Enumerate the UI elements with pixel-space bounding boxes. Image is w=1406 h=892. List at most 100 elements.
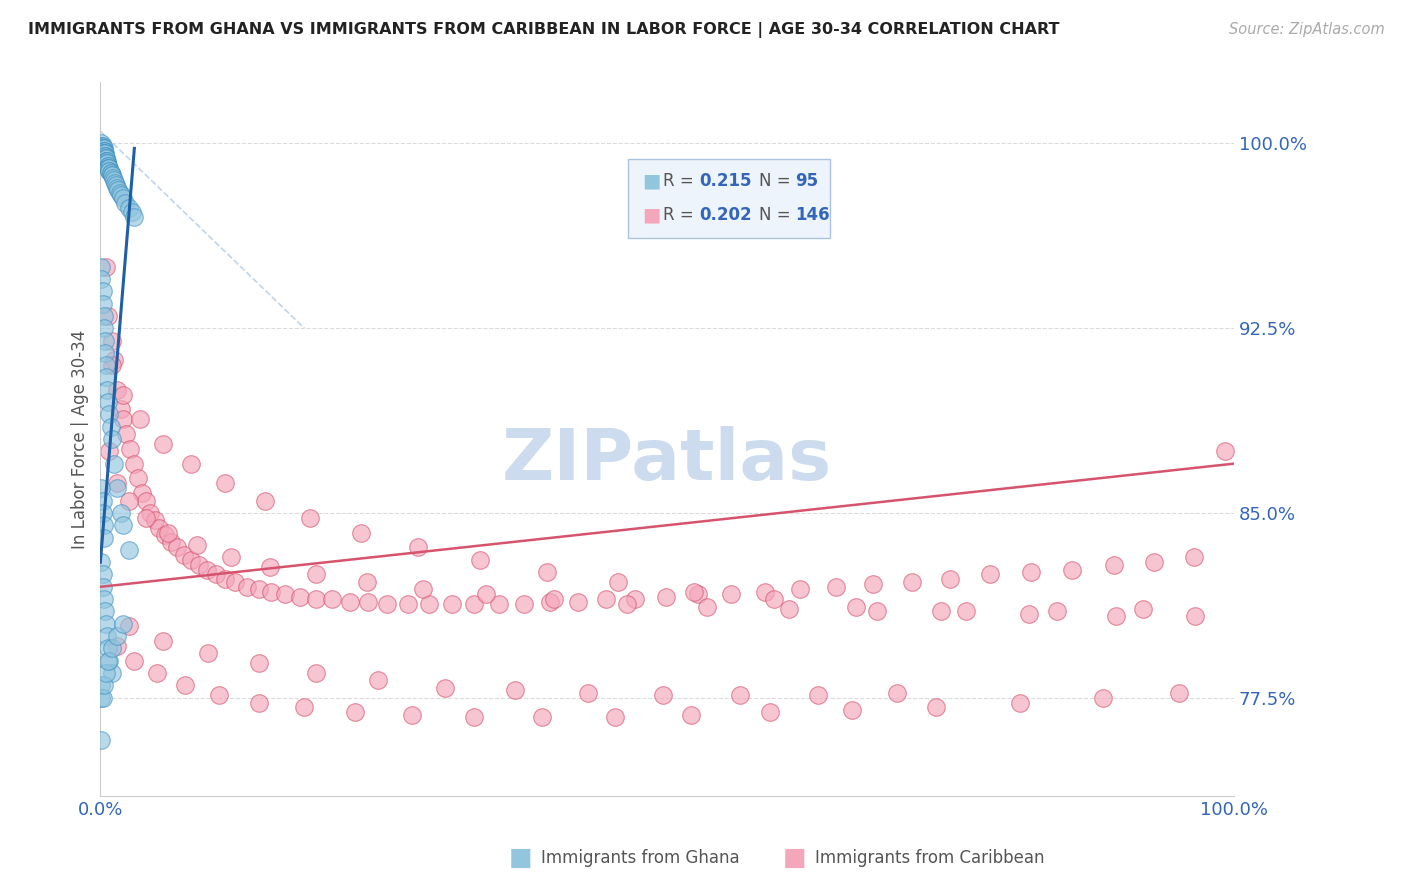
Point <box>468 552 491 566</box>
Point <box>94 153 117 168</box>
Point <box>105 481 128 495</box>
Point <box>418 597 440 611</box>
Point <box>111 387 134 401</box>
Point <box>350 525 373 540</box>
Point <box>115 427 138 442</box>
Point <box>299 511 322 525</box>
Point <box>931 604 953 618</box>
Point <box>93 531 115 545</box>
Point <box>955 604 977 618</box>
Point <box>807 688 830 702</box>
Point <box>103 457 125 471</box>
Point <box>274 587 297 601</box>
Point <box>94 358 117 372</box>
Point <box>94 149 117 163</box>
Point <box>93 146 115 161</box>
Point <box>110 188 132 202</box>
Point <box>886 686 908 700</box>
Point <box>728 688 751 702</box>
Point <box>1019 565 1042 579</box>
Text: 0.215: 0.215 <box>700 171 752 190</box>
Point <box>93 146 115 161</box>
Text: 0.202: 0.202 <box>700 206 752 225</box>
Point <box>129 412 152 426</box>
Point <box>100 334 122 348</box>
Point <box>111 518 134 533</box>
Point <box>305 665 328 680</box>
Point <box>98 161 121 175</box>
Point <box>779 602 801 616</box>
Point <box>100 166 122 180</box>
Y-axis label: In Labor Force | Age 30-34: In Labor Force | Age 30-34 <box>72 329 89 549</box>
Point <box>96 629 118 643</box>
Point <box>1060 563 1083 577</box>
Point <box>135 511 157 525</box>
Point <box>91 506 114 520</box>
Point <box>111 191 134 205</box>
Point <box>356 574 378 589</box>
Point <box>503 683 526 698</box>
Point <box>91 580 114 594</box>
Point <box>94 146 117 161</box>
Point <box>98 163 121 178</box>
Point <box>91 141 114 155</box>
Text: Source: ZipAtlas.com: Source: ZipAtlas.com <box>1229 22 1385 37</box>
Point <box>224 574 246 589</box>
Point <box>124 211 146 225</box>
Point <box>97 159 120 173</box>
Point <box>91 690 114 705</box>
Point <box>305 567 328 582</box>
Point <box>214 476 236 491</box>
Point <box>166 541 188 555</box>
Point <box>979 567 1001 582</box>
Point <box>108 186 131 200</box>
Point <box>1008 696 1031 710</box>
Point <box>97 395 120 409</box>
Point <box>93 309 115 323</box>
Text: ZIPatlas: ZIPatlas <box>502 426 832 495</box>
Point <box>98 654 121 668</box>
Point <box>91 141 114 155</box>
Point <box>105 476 128 491</box>
Point <box>100 641 122 656</box>
Point <box>1105 609 1128 624</box>
Point <box>180 552 202 566</box>
Point <box>305 592 328 607</box>
Point <box>396 597 419 611</box>
Point <box>433 681 456 695</box>
Point <box>655 590 678 604</box>
Point <box>538 594 561 608</box>
Point <box>825 580 848 594</box>
Point <box>157 525 180 540</box>
Point <box>624 592 647 607</box>
Point <box>292 700 315 714</box>
Point <box>118 493 141 508</box>
Point <box>488 597 510 611</box>
Point <box>195 563 218 577</box>
Point <box>104 176 127 190</box>
Point <box>118 542 141 557</box>
Point <box>124 457 146 471</box>
Point <box>1184 609 1206 624</box>
Point <box>94 151 117 165</box>
Point <box>94 370 117 384</box>
Point <box>188 558 211 572</box>
Point <box>412 582 434 597</box>
Text: 95: 95 <box>796 171 818 190</box>
Point <box>759 706 782 720</box>
Point <box>463 710 485 724</box>
Point <box>186 538 208 552</box>
Point <box>288 590 311 604</box>
Point <box>762 592 785 607</box>
Point <box>98 163 121 178</box>
Point <box>90 260 112 274</box>
Text: IMMIGRANTS FROM GHANA VS IMMIGRANTS FROM CARIBBEAN IN LABOR FORCE | AGE 30-34 CO: IMMIGRANTS FROM GHANA VS IMMIGRANTS FROM… <box>28 22 1060 38</box>
Point <box>344 706 367 720</box>
Point <box>93 592 115 607</box>
Point <box>789 582 811 597</box>
Point <box>127 471 149 485</box>
Point <box>105 639 128 653</box>
Point <box>124 654 146 668</box>
Point <box>214 573 236 587</box>
Point <box>105 178 128 193</box>
